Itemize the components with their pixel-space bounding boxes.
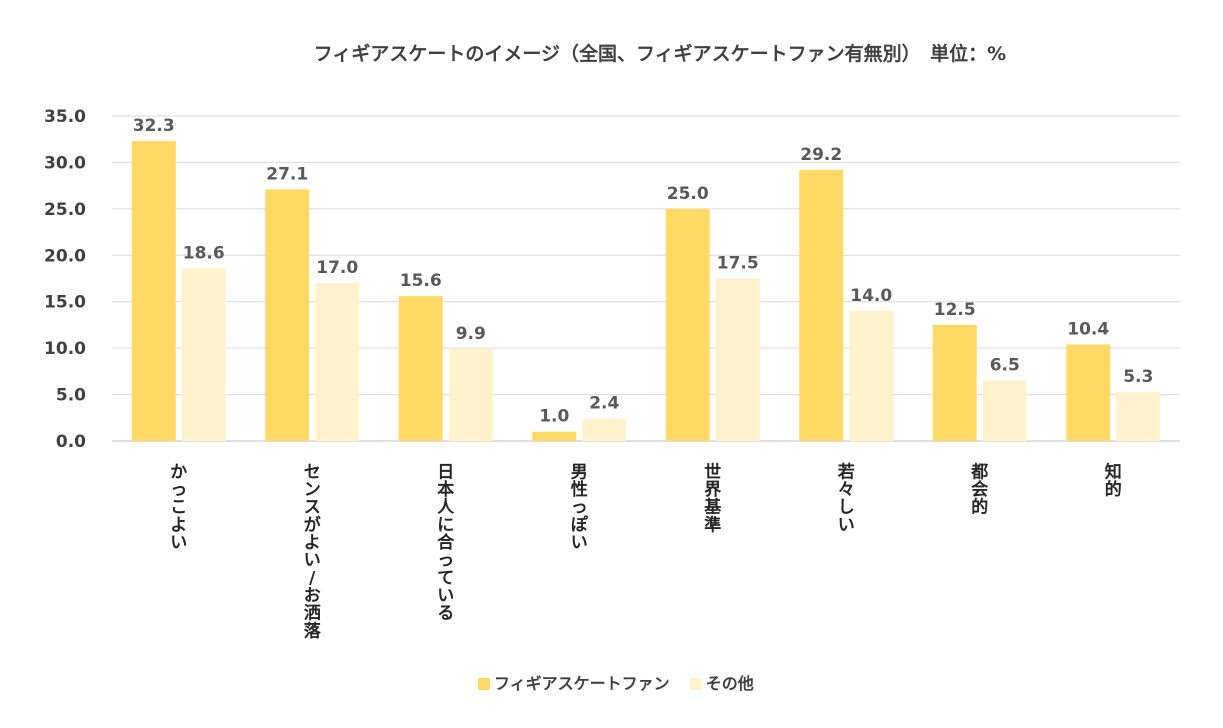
bar [448, 349, 493, 441]
data-label: 18.6 [183, 243, 225, 263]
y-tick-label: 0.0 [56, 432, 86, 452]
data-label: 17.0 [316, 258, 358, 278]
y-tick-label: 30.0 [44, 153, 86, 173]
data-labels: 32.3 18.6 27.1 17.0 15.6 9.9 1.0 2.4 25.0 17.5 29.… [133, 116, 1154, 427]
bar [582, 418, 627, 441]
legend-label: その他 [706, 674, 754, 693]
bars [131, 141, 1161, 442]
x-tick-label: 都会的 [970, 461, 988, 517]
legend-swatch [689, 678, 702, 690]
y-tick-label: 35.0 [44, 107, 86, 127]
data-label: 9.9 [456, 324, 486, 344]
x-tick-label: 世界基準 [703, 462, 722, 535]
bar [398, 296, 443, 441]
legend-label: フィギアスケートファン [494, 674, 670, 693]
bar [181, 268, 226, 441]
bar [315, 283, 360, 441]
bar [265, 189, 310, 441]
bar [932, 324, 977, 441]
data-label: 29.2 [800, 145, 842, 165]
data-label: 6.5 [990, 356, 1020, 376]
x-tick-label: 男性っぽい [571, 462, 589, 553]
x-tick-label: 若々しい [837, 461, 855, 535]
x-tick-label: センスがよい/お洒落 [304, 462, 322, 641]
bar [982, 380, 1027, 441]
bar [715, 278, 760, 441]
data-label: 32.3 [133, 116, 175, 136]
data-label: 15.6 [400, 271, 442, 291]
data-label: 2.4 [589, 394, 619, 414]
y-tick-label: 25.0 [44, 200, 86, 220]
bar [665, 208, 710, 441]
data-label: 14.0 [850, 286, 892, 306]
bar [849, 311, 894, 441]
bar [131, 141, 176, 442]
data-label: 27.1 [266, 164, 308, 184]
y-tick-label: 20.0 [44, 246, 86, 266]
data-label: 10.4 [1067, 319, 1109, 339]
x-tick-label: 日本人に合っている [437, 462, 455, 623]
bar [1116, 391, 1161, 441]
chart-title: フィギアスケートのイメージ（全国、フィギアスケートファン有無別） 単位：% [314, 42, 1006, 65]
x-tick-label: かっこよい [170, 462, 187, 553]
x-axis-labels: かっこよい センスがよい/お洒落 日本人に合っている 男性っぽい 世界基準 若々しい 都会的… [170, 461, 1122, 641]
x-tick-label: 知的 [1104, 461, 1122, 500]
data-label: 1.0 [539, 407, 569, 427]
y-tick-label: 15.0 [44, 293, 86, 313]
legend-swatch [478, 678, 490, 690]
data-label: 5.3 [1123, 367, 1153, 387]
y-axis-ticks: 0.0 5.0 10.0 15.0 20.0 25.0 30.0 35.0 [44, 107, 86, 452]
bar [1066, 344, 1111, 441]
data-label: 17.5 [717, 254, 759, 274]
y-tick-label: 10.0 [44, 339, 86, 359]
data-label: 12.5 [934, 300, 976, 320]
bar [532, 431, 577, 441]
y-tick-label: 5.0 [56, 386, 86, 406]
bar [799, 169, 844, 441]
data-label: 25.0 [667, 184, 709, 204]
legend: フィギアスケートファン その他 [478, 674, 754, 693]
